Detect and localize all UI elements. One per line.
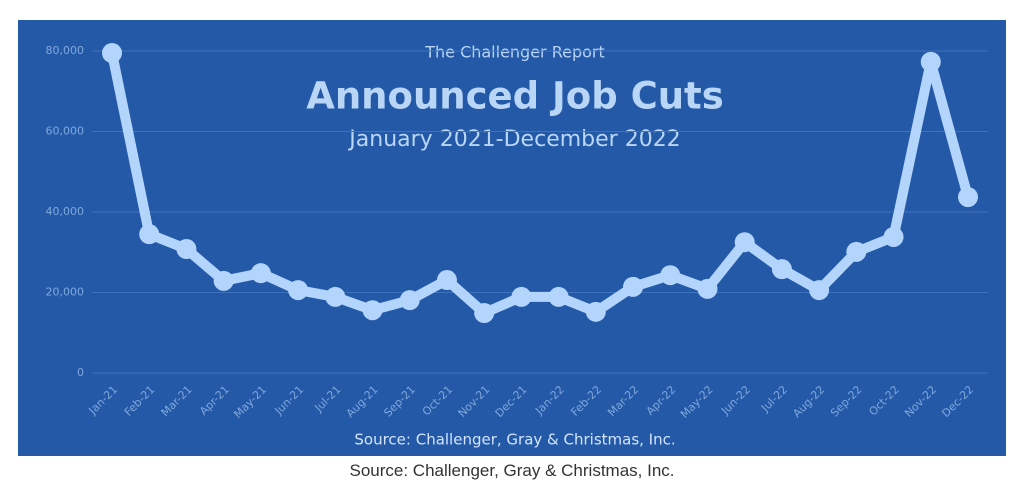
data-point [474,303,495,324]
data-point [585,301,606,322]
data-point [436,270,457,291]
data-point [176,239,197,260]
y-tick-label: 0 [77,366,84,379]
data-point [660,265,681,286]
chart-title: Announced Job Cuts [306,75,724,118]
caption: Source: Challenger, Gray & Christmas, In… [349,461,675,480]
data-point [250,263,271,284]
data-point [623,276,644,297]
y-tick-label: 60,000 [46,125,85,138]
chart-subtitle: January 2021-December 2022 [347,127,680,152]
y-tick-label: 40,000 [46,205,85,218]
chart-source: Source: Challenger, Gray & Christmas, In… [354,431,675,449]
data-point [958,187,978,208]
data-point [697,278,718,299]
chart-background [18,20,1006,456]
data-point [920,51,941,72]
chart-supertitle: The Challenger Report [424,43,605,62]
data-point [846,241,867,262]
data-point [548,286,569,307]
data-point [399,290,420,311]
data-point [102,43,122,64]
data-point [288,280,309,301]
y-tick-label: 80,000 [46,44,85,57]
data-point [809,280,830,301]
data-point [139,224,160,245]
data-point [213,270,234,291]
y-tick-label: 20,000 [46,286,85,299]
data-point [362,300,383,321]
data-point [734,232,755,253]
chart: The Challenger Report Announced Job Cuts… [18,20,1006,456]
data-point [511,286,532,307]
data-point [325,286,346,307]
data-point [883,226,904,247]
data-point [771,259,792,280]
